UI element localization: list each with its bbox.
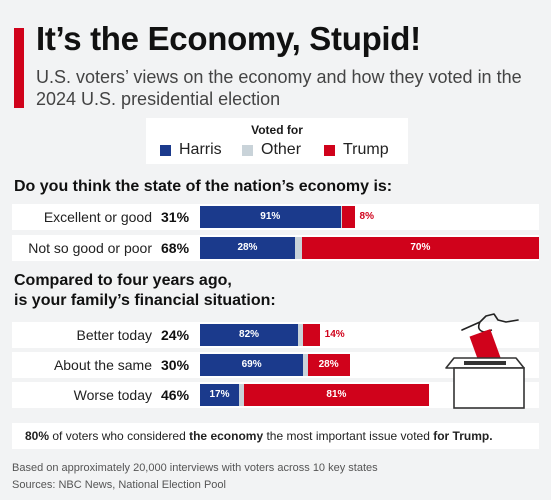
bar-segment-harris <box>200 237 295 259</box>
key-finding-note: 80% of voters who considered the economy… <box>12 423 539 449</box>
row-label: Not so good or poor <box>28 240 152 256</box>
bar-segment-harris <box>200 206 341 228</box>
question-economy: Do you think the state of the nation’s e… <box>14 178 393 195</box>
legend: Voted for Harris Other Trump <box>146 118 408 164</box>
question-finances: Compared to four years ago, is your fami… <box>14 271 276 311</box>
footnote-sources: Sources: NBC News, National Election Poo… <box>12 479 226 491</box>
stacked-bar: 91% 8% <box>200 206 539 228</box>
data-label-trump: 8% <box>359 211 374 222</box>
legend-label-harris: Harris <box>179 141 222 158</box>
question-finances-line-1: Compared to four years ago, <box>14 272 232 289</box>
legend-swatch-trump <box>324 144 335 156</box>
bar-segment-other <box>294 237 302 259</box>
row-total: 31% <box>161 209 190 225</box>
data-label-trump: 81% <box>326 389 347 400</box>
data-label-trump: 28% <box>318 359 339 370</box>
note-candidate: for Trump. <box>433 429 493 443</box>
row-label: Worse today <box>73 387 152 403</box>
bar-segment-harris <box>200 354 304 376</box>
bar-segment-trump <box>307 354 350 376</box>
bar-segment-harris <box>200 324 299 346</box>
bar-segment-other <box>303 354 308 376</box>
bar-row: Better today 24% 82% 14% <box>12 322 539 348</box>
legend-item-other: Other <box>242 141 301 159</box>
legend-item-harris: Harris <box>160 141 222 159</box>
data-label-harris: 17% <box>209 389 230 400</box>
bar-segment-other <box>298 324 303 346</box>
bar-segment-trump <box>243 384 430 406</box>
accent-bar <box>14 28 24 108</box>
bar-row: Worse today 46% 17% 81% <box>12 382 539 408</box>
data-label-harris: 28% <box>237 242 258 253</box>
note-text-b: the most important issue voted <box>263 429 434 443</box>
row-total: 30% <box>161 357 190 373</box>
legend-title: Voted for <box>251 123 303 137</box>
bar-segment-other <box>340 206 343 228</box>
legend-swatch-other <box>242 144 253 156</box>
page-subtitle: U.S. voters’ views on the economy and ho… <box>36 67 522 109</box>
note-text-a: of voters who considered <box>49 429 190 443</box>
question-finances-line-2: is your family’s financial situation: <box>14 292 276 309</box>
data-label-harris: 82% <box>239 329 260 340</box>
row-total: 46% <box>161 387 190 403</box>
legend-swatch-harris <box>160 144 171 156</box>
data-label-trump: 14% <box>324 329 345 340</box>
note-pct: 80% <box>25 429 50 443</box>
stacked-bar: 82% 14% <box>200 324 539 346</box>
row-total: 68% <box>161 240 190 256</box>
row-label: About the same <box>53 357 152 373</box>
data-label-harris: 91% <box>260 211 281 222</box>
note-issue: the economy <box>189 429 264 443</box>
legend-item-trump: Trump <box>324 141 389 159</box>
bar-segment-trump <box>302 324 320 346</box>
stacked-bar: 17% 81% <box>200 384 539 406</box>
bar-segment-trump <box>342 206 355 228</box>
page-title: It’s the Economy, Stupid! <box>36 20 421 57</box>
row-label: Better today <box>76 327 153 343</box>
ballot-box-icon <box>445 313 525 409</box>
row-label: Excellent or good <box>43 209 152 225</box>
bar-segment-harris <box>200 384 239 406</box>
data-label-trump: 70% <box>410 242 431 253</box>
bar-segment-trump <box>301 237 539 259</box>
bar-row: About the same 30% 69% 28% <box>12 352 539 378</box>
bar-segment-other <box>238 384 244 406</box>
row-total: 24% <box>161 327 190 343</box>
legend-label-trump: Trump <box>343 141 389 158</box>
stacked-bar: 69% 28% <box>200 354 539 376</box>
legend-label-other: Other <box>261 141 302 158</box>
bar-row: Not so good or poor 68% 28% 70% <box>12 235 539 261</box>
bar-row: Excellent or good 31% 91% 8% <box>12 204 539 230</box>
data-label-harris: 69% <box>241 359 262 370</box>
stacked-bar: 28% 70% <box>200 237 539 259</box>
footnote-basis: Based on approximately 20,000 interviews… <box>12 462 378 474</box>
